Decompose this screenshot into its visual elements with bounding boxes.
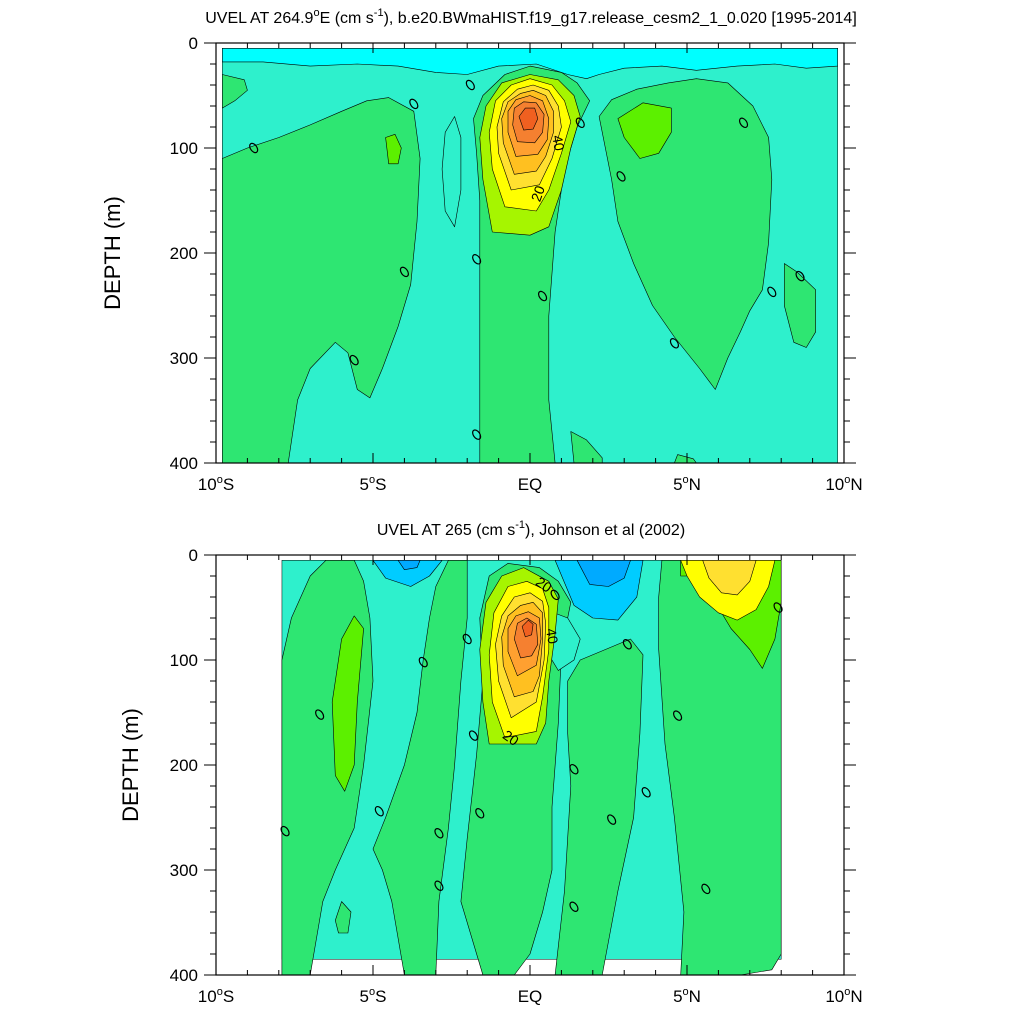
top-panel-ylabel: DEPTH (m) bbox=[100, 196, 125, 310]
bottom-panel-regions bbox=[281, 559, 782, 976]
contour-region-6 bbox=[334, 901, 352, 934]
top-panel-contour-labels: 40 20 bbox=[528, 134, 568, 204]
zero-contour-marker-14 bbox=[795, 270, 805, 282]
zero-contour-marker-5 bbox=[434, 828, 444, 839]
zero-contour-marker-10 bbox=[616, 171, 626, 182]
y-tick-label-1: 0 bbox=[189, 546, 198, 565]
bottom-panel-title: UVEL AT 265 (cm s-1), Johnson et al (200… bbox=[377, 519, 685, 539]
zero-contour-marker-8 bbox=[537, 290, 548, 302]
zero-contour-marker-13 bbox=[767, 286, 777, 298]
x-tick-label-3: EQ bbox=[518, 475, 543, 494]
contour-region-7 bbox=[331, 615, 364, 792]
zero-contour-marker-6 bbox=[472, 254, 482, 265]
x-tick-label-1: 10oS bbox=[198, 474, 234, 494]
contour-region-5 bbox=[658, 559, 782, 976]
zero-contour-marker-18 bbox=[773, 602, 783, 613]
top-panel-ticks: 10oS 5oS EQ 5oN 10oN 0 100 200 300 400 bbox=[170, 34, 863, 494]
zero-contour-marker-2 bbox=[315, 709, 325, 720]
x-tick-label-2: 5oS bbox=[360, 986, 387, 1006]
zero-contour-marker-9 bbox=[575, 117, 585, 129]
zero-contour-marker-12 bbox=[569, 901, 579, 912]
zero-contour-marker-4 bbox=[349, 354, 359, 366]
x-tick-label-3: EQ bbox=[518, 987, 543, 1006]
x-tick-label-2: 5oS bbox=[360, 474, 387, 494]
zero-contour-marker-17 bbox=[701, 883, 711, 895]
contour-region-17 bbox=[518, 107, 539, 131]
bottom-panel-ylabel: DEPTH (m) bbox=[118, 708, 143, 822]
contour-region-20 bbox=[521, 619, 534, 638]
zero-contour-marker-16 bbox=[673, 710, 683, 721]
zero-contour-marker-5 bbox=[465, 79, 475, 91]
zero-contour-marker-1 bbox=[280, 825, 290, 837]
bottom-panel: UVEL AT 265 (cm s-1), Johnson et al (200… bbox=[118, 519, 863, 1006]
zero-contour-marker-4 bbox=[418, 656, 428, 668]
zero-contour-marker-11 bbox=[669, 338, 680, 349]
y-tick-label-2: 100 bbox=[170, 139, 198, 158]
zero-contour-marker-9 bbox=[468, 730, 479, 741]
top-panel-regions bbox=[222, 47, 839, 464]
y-tick-label-2: 100 bbox=[170, 651, 198, 670]
zero-contour-marker-8 bbox=[475, 808, 485, 819]
top-panel: UVEL AT 264.9oE (cm s-1), b.e20.BWmaHIST… bbox=[100, 7, 863, 494]
contour-region-22 bbox=[702, 559, 757, 596]
contour-region-7 bbox=[570, 431, 603, 464]
zero-contour-marker-11 bbox=[569, 763, 579, 775]
zero-contour-marker-7 bbox=[472, 429, 482, 440]
contour-label-2: 20 bbox=[528, 183, 548, 203]
zero-contour-marker-7 bbox=[462, 633, 472, 645]
y-tick-label-4: 300 bbox=[170, 861, 198, 880]
zero-contour-marker-6 bbox=[434, 880, 444, 891]
y-tick-label-3: 200 bbox=[170, 244, 198, 263]
zero-contour-marker-10 bbox=[550, 589, 560, 601]
x-tick-label-1: 10oS bbox=[198, 986, 234, 1006]
zero-contour-marker-2 bbox=[409, 98, 419, 110]
zero-contour-marker-3 bbox=[374, 805, 384, 817]
top-panel-zero-markers bbox=[249, 79, 805, 440]
contour-region-4 bbox=[554, 638, 644, 976]
x-tick-label-5: 10oN bbox=[825, 986, 862, 1006]
zero-contour-marker-1 bbox=[249, 142, 259, 154]
contour-label-1: 40 bbox=[549, 134, 567, 152]
contour-region-9 bbox=[372, 559, 443, 587]
zero-contour-marker-12 bbox=[738, 117, 749, 129]
contour-region-10 bbox=[617, 102, 672, 159]
zero-contour-marker-13 bbox=[622, 639, 632, 650]
bottom-panel-zero-markers bbox=[280, 589, 783, 912]
x-tick-label-4: 5oN bbox=[673, 474, 701, 494]
contour-region-12 bbox=[576, 559, 631, 587]
y-tick-label-5: 400 bbox=[170, 454, 198, 473]
x-tick-label-5: 10oN bbox=[825, 474, 862, 494]
contour-region-6 bbox=[783, 263, 817, 348]
zero-contour-marker-3 bbox=[399, 266, 409, 278]
contour-region-2 bbox=[222, 97, 421, 464]
y-tick-label-1: 0 bbox=[189, 34, 198, 53]
contour-region-3 bbox=[222, 74, 248, 109]
contour-label-2: 40 bbox=[543, 627, 561, 645]
contour-region-9 bbox=[385, 134, 402, 165]
bottom-panel-ticks: 10oS 5oS EQ 5oN 10oN 0 100 200 300 400 bbox=[170, 546, 863, 1006]
x-tick-label-4: 5oN bbox=[673, 986, 701, 1006]
y-tick-label-5: 400 bbox=[170, 966, 198, 985]
zero-contour-marker-15 bbox=[641, 787, 651, 798]
y-tick-label-3: 200 bbox=[170, 756, 198, 775]
contour-region-18 bbox=[441, 116, 462, 228]
contour-region-1 bbox=[222, 47, 839, 79]
y-tick-label-4: 300 bbox=[170, 349, 198, 368]
zero-contour-marker-14 bbox=[607, 814, 617, 825]
top-panel-title: UVEL AT 264.9oE (cm s-1), b.e20.BWmaHIST… bbox=[205, 7, 857, 27]
contour-region-10 bbox=[397, 559, 421, 571]
